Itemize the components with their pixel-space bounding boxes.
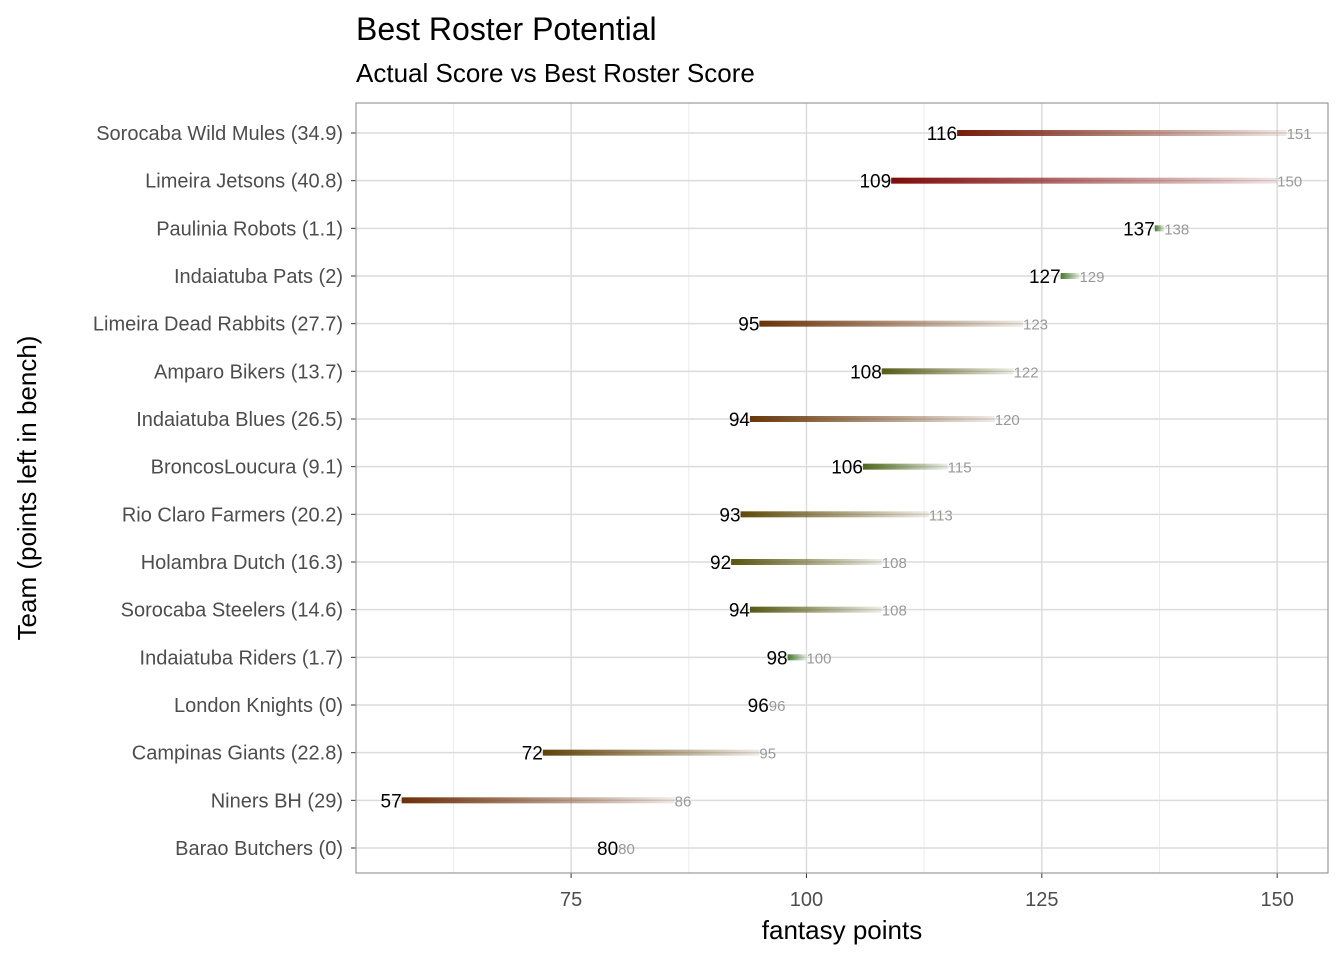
actual-score-label: 108 — [850, 362, 882, 383]
range-bar — [862, 463, 948, 470]
y-tick-label: Indaiatuba Blues (26.5) — [136, 409, 343, 431]
y-tick-label: Amparo Bikers (13.7) — [154, 361, 343, 383]
range-bar — [787, 654, 807, 661]
best-score-label: 129 — [1079, 269, 1104, 286]
y-tick-label: Niners BH (29) — [211, 790, 343, 812]
actual-score-label: 94 — [729, 601, 751, 622]
range-bar — [881, 368, 1014, 375]
range-bar — [749, 606, 882, 613]
y-tick-label: Indaiatuba Riders (1.7) — [140, 647, 343, 669]
best-score-label: 123 — [1023, 317, 1048, 334]
y-tick-label: Indaiatuba Pats (2) — [174, 266, 343, 288]
y-tick-label: Sorocaba Steelers (14.6) — [121, 600, 343, 622]
actual-score-label: 96 — [748, 696, 769, 717]
best-score-label: 95 — [759, 746, 776, 763]
panel-border — [355, 102, 1329, 874]
range-bar — [759, 320, 1023, 327]
actual-score-label: 93 — [719, 505, 740, 526]
chart-title: Best Roster Potential — [356, 11, 657, 47]
best-score-label: 108 — [882, 603, 907, 620]
actual-score-label: 94 — [729, 410, 751, 431]
actual-score-label: 127 — [1029, 267, 1061, 288]
range-bar — [731, 559, 882, 565]
best-score-label: 80 — [618, 841, 635, 858]
actual-score-label: 116 — [927, 124, 957, 145]
range-bar — [957, 130, 1287, 136]
range-bar — [1060, 273, 1080, 279]
chart-subtitle: Actual Score vs Best Roster Score — [356, 58, 755, 88]
y-tick-label: Sorocaba Wild Mules (34.9) — [96, 123, 343, 145]
best-score-label: 113 — [929, 507, 953, 524]
actual-score-label: 57 — [381, 791, 402, 812]
best-score-label: 100 — [806, 650, 831, 667]
best-score-label: 96 — [769, 698, 786, 715]
plot-panel: 75 100 125 150 Sorocaba Wild Mules (34.9) Lim… — [93, 102, 1329, 911]
y-tick-label: Limeira Dead Rabbits (27.7) — [93, 314, 343, 336]
y-tick-label: Campinas Giants (22.8) — [132, 743, 343, 765]
best-score-label: 108 — [882, 555, 907, 572]
y-tick-label: Limeira Jetsons (40.8) — [145, 171, 343, 193]
actual-score-label: 137 — [1123, 219, 1155, 240]
y-tick-label: Barao Butchers (0) — [175, 838, 343, 860]
x-tick-label: 125 — [1025, 889, 1058, 911]
x-axis-label: fantasy points — [762, 915, 922, 945]
actual-score-label: 95 — [738, 315, 759, 336]
x-tick-label: 75 — [560, 889, 582, 911]
best-score-label: 138 — [1164, 221, 1189, 238]
actual-score-label: 80 — [597, 839, 618, 860]
best-score-label: 151 — [1287, 126, 1312, 143]
y-tick-label: Holambra Dutch (16.3) — [141, 552, 343, 574]
actual-score-label: 92 — [710, 553, 731, 574]
y-tick-label: Paulinia Robots (1.1) — [156, 218, 343, 240]
range-bar — [401, 797, 675, 804]
range-bar — [1154, 225, 1165, 232]
x-tick-label: 150 — [1260, 889, 1293, 911]
range-bar — [891, 177, 1278, 184]
x-tick-label: 100 — [790, 889, 823, 911]
y-tick-label: BroncosLoucura (9.1) — [151, 457, 343, 479]
y-tick-label: London Knights (0) — [174, 695, 343, 717]
best-score-label: 115 — [948, 460, 972, 477]
actual-score-label: 98 — [766, 648, 787, 669]
best-score-label: 120 — [995, 412, 1020, 429]
panel-background — [356, 103, 1328, 873]
range-bar — [749, 416, 995, 422]
best-score-label: 150 — [1277, 174, 1302, 191]
actual-score-label: 106 — [831, 458, 863, 479]
range-bar — [542, 749, 760, 756]
range-bar — [740, 511, 929, 518]
actual-score-label: 109 — [859, 172, 891, 193]
actual-score-label: 72 — [522, 744, 543, 765]
best-score-label: 122 — [1014, 364, 1039, 381]
y-axis-label: Team (points left in bench) — [12, 336, 42, 641]
best-score-label: 86 — [675, 793, 692, 810]
y-tick-label: Rio Claro Farmers (20.2) — [122, 504, 343, 526]
